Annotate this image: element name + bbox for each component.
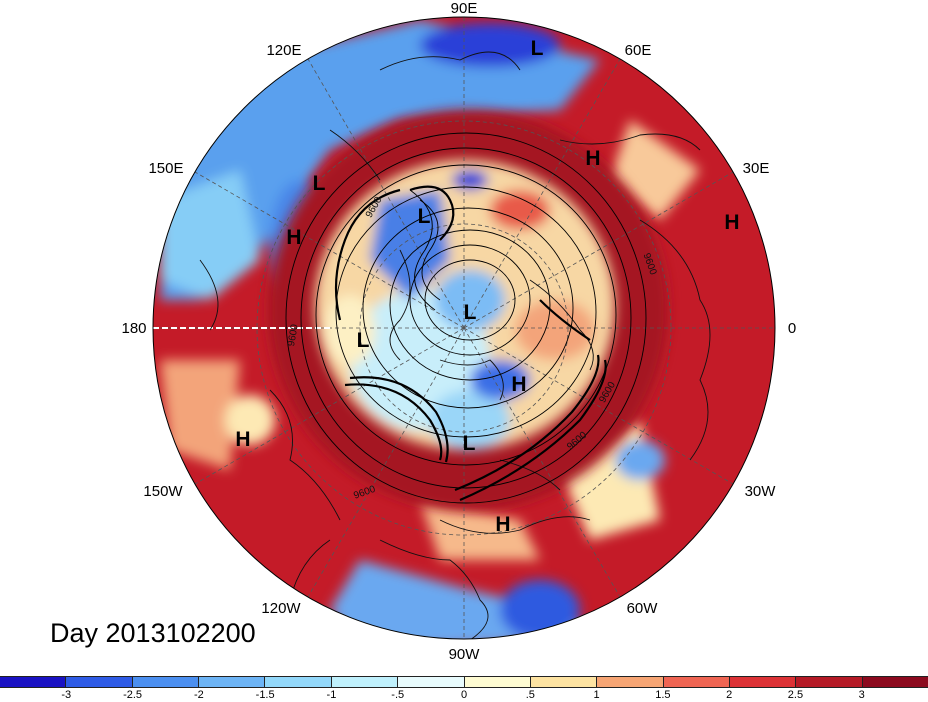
lon-label-30e: 30E [743,160,770,177]
lon-label-120w: 120W [261,600,301,617]
pressure-high-marker: H [724,211,739,234]
lon-label-90e: 90E [451,0,478,17]
colorbar-swatch [862,677,928,687]
colorbar-swatch [597,677,664,687]
colorbar-swatch [0,677,67,687]
colorbar [0,676,928,688]
colorbar-tick-label: -1.5 [255,689,275,701]
colorbar-tick-label: 1.5 [655,689,671,701]
colorbar-tick-label: -2.5 [123,689,143,701]
colorbar-swatch [663,677,730,687]
colorbar-swatch [729,677,797,687]
colorbar-swatch [265,677,332,687]
pressure-low-marker: L [463,432,476,455]
colorbar-swatch [132,677,200,687]
lon-label-30w: 30W [745,483,777,500]
pressure-high-marker: H [495,513,510,536]
colorbar-tick-label: 0 [460,689,468,701]
colorbar-swatch [199,677,266,687]
lon-label-180: 180 [121,320,146,337]
longitude-labels: 90E 60E 30E 0 30W 60W 90W 120W 150W 180 … [121,0,796,663]
lon-label-150e: 150E [148,160,183,177]
lon-label-120e: 120E [266,42,301,59]
pressure-low-marker: L [357,329,370,352]
colorbar-tick-label: 2 [726,689,733,701]
lon-label-60w: 60W [627,600,659,617]
map-border [152,16,776,640]
colorbar-tick-label: 1 [593,689,600,701]
polar-anomaly-map: 9600 9600 9600 9600 9600 9600 90E 60E 30… [121,0,796,663]
colorbar-tick-label: -2 [193,689,204,701]
lon-label-90w: 90W [449,646,481,663]
colorbar-swatch [464,677,531,687]
pressure-high-marker: H [511,373,526,396]
colorbar-swatch [398,677,465,687]
pressure-high-marker: H [235,428,250,451]
colorbar-tick-label: .5 [525,689,535,701]
pressure-high-marker: H [585,147,600,170]
lon-label-60e: 60E [625,42,652,59]
colorbar-ticks: -3 -2.5 -2 -1.5 -1 -.5 0 .5 1 1.5 2 2.5 3 [0,688,928,702]
lon-label-0: 0 [788,320,796,337]
pressure-low-marker: L [313,172,326,195]
colorbar-tick-label: -1 [326,689,337,701]
colorbar-swatch [530,677,598,687]
colorbar-tick-label: -3 [61,689,72,701]
lon-label-150w: 150W [143,483,183,500]
contour-label: 9600 [286,323,301,347]
colorbar-swatch [796,677,863,687]
pressure-low-marker: L [464,301,477,324]
colorbar-tick-label: 3 [858,689,865,701]
anomaly-field [153,17,775,639]
colorbar-swatch [331,677,399,687]
colorbar-swatch [66,677,133,687]
pressure-low-marker: L [418,205,431,228]
pressure-low-marker: L [531,37,544,60]
pressure-high-marker: H [286,226,301,249]
date-title: Day 2013102200 [50,618,256,648]
colorbar-tick-label: 2.5 [787,689,804,701]
pressure-systems: L H H L H L L L H H L H [235,37,739,536]
colorbar-tick-label: -.5 [391,689,405,701]
